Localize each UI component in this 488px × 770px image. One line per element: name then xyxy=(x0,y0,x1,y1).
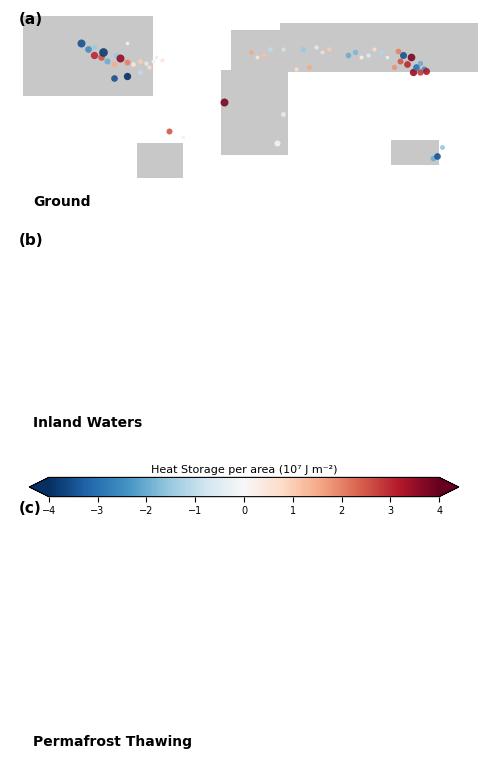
Text: (b): (b) xyxy=(19,233,44,248)
Text: Permafrost Thawing: Permafrost Thawing xyxy=(33,735,192,748)
Bar xyxy=(391,139,439,166)
PathPatch shape xyxy=(29,477,49,497)
Text: Ground: Ground xyxy=(33,195,91,209)
Bar xyxy=(23,16,153,96)
Title: Heat Storage per area (10⁷ J m⁻²): Heat Storage per area (10⁷ J m⁻²) xyxy=(151,465,337,475)
Text: Inland Waters: Inland Waters xyxy=(33,416,142,430)
Bar xyxy=(221,70,288,155)
Text: (a): (a) xyxy=(19,12,43,27)
PathPatch shape xyxy=(439,477,459,497)
Bar xyxy=(281,23,482,72)
Bar xyxy=(231,30,283,72)
Bar xyxy=(137,143,183,179)
Text: (c): (c) xyxy=(19,500,42,516)
